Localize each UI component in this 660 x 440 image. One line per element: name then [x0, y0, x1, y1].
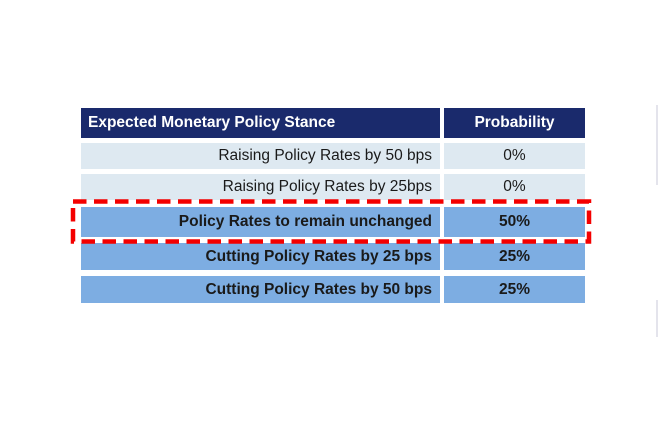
column-divider — [440, 276, 444, 303]
probability-cell: 0% — [444, 143, 585, 169]
column-divider — [440, 174, 444, 200]
probability-cell: 50% — [444, 207, 585, 237]
table-row-cut-50bps: Cutting Policy Rates by 50 bps 25% — [81, 276, 585, 303]
column-divider — [440, 243, 444, 270]
stance-cell: Policy Rates to remain unchanged — [81, 207, 440, 237]
table-row-cut-25bps: Cutting Policy Rates by 25 bps 25% — [81, 243, 585, 270]
cropped-content-edge-line — [656, 105, 658, 185]
probability-cell: 25% — [444, 243, 585, 270]
cropped-content-edge-line — [656, 300, 658, 337]
column-divider — [440, 143, 444, 169]
column-divider — [440, 108, 444, 138]
table-header-probability: Probability — [444, 108, 585, 138]
stance-cell: Cutting Policy Rates by 25 bps — [81, 243, 440, 270]
table-header-row: Expected Monetary Policy Stance Probabil… — [81, 108, 585, 138]
table-row-raise-25bps: Raising Policy Rates by 25bps 0% — [81, 174, 585, 200]
stance-cell: Raising Policy Rates by 50 bps — [81, 143, 440, 169]
stance-cell: Cutting Policy Rates by 50 bps — [81, 276, 440, 303]
table-row-raise-50bps: Raising Policy Rates by 50 bps 0% — [81, 143, 585, 169]
policy-stance-table: Expected Monetary Policy Stance Probabil… — [81, 108, 585, 303]
table-row-unchanged-highlighted: Policy Rates to remain unchanged 50% — [81, 207, 585, 237]
stance-cell: Raising Policy Rates by 25bps — [81, 174, 440, 200]
probability-cell: 25% — [444, 276, 585, 303]
table-header-stance: Expected Monetary Policy Stance — [81, 108, 440, 138]
probability-cell: 0% — [444, 174, 585, 200]
